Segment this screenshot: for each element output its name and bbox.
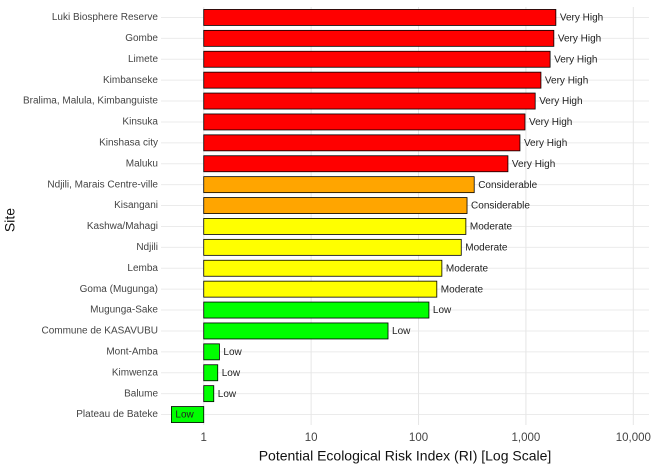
- y-tick-label: Ndjili: [136, 242, 158, 253]
- bar: [203, 301, 430, 319]
- bar: [203, 197, 468, 214]
- y-tick-label: Kinsuka: [122, 117, 158, 128]
- bar-label: Considerable: [471, 201, 530, 212]
- bar: [203, 364, 219, 382]
- bar-label: Moderate: [441, 284, 484, 295]
- y-tick-label: Kisangani: [114, 200, 158, 211]
- bar: [203, 50, 551, 68]
- y-tick-label: Balume: [124, 388, 158, 399]
- bar-label: Low: [175, 410, 194, 421]
- bar: [203, 385, 215, 403]
- y-tick-label: Gombe: [125, 33, 158, 44]
- bar-label: Very High: [524, 138, 567, 149]
- bar: [203, 29, 555, 47]
- bar: [203, 238, 462, 256]
- bar: [203, 71, 542, 89]
- bar-label: Moderate: [446, 263, 489, 274]
- y-tick-label: Bralima, Malula, Kimbanguiste: [23, 96, 158, 107]
- bar-label: Very High: [560, 13, 603, 24]
- x-tick-label: 100: [409, 432, 428, 444]
- bar: [203, 113, 526, 131]
- bar: [203, 343, 220, 361]
- bar-label: Low: [222, 368, 241, 379]
- bar: [203, 322, 389, 340]
- x-tick-label: 1,000: [512, 432, 541, 444]
- bar: [171, 406, 205, 423]
- bar-label: Considerable: [478, 180, 537, 191]
- bar: [203, 280, 438, 298]
- bar: [203, 259, 443, 277]
- bar-label: Moderate: [470, 222, 513, 233]
- x-tick-label: 1: [201, 432, 207, 444]
- y-tick-label: Goma (Mugunga): [80, 284, 158, 295]
- bar-label: Low: [223, 347, 242, 358]
- bar-label: Very High: [545, 75, 588, 86]
- bar: [203, 218, 467, 235]
- y-tick-label: Lemba: [127, 263, 158, 274]
- y-tick-label: Ndjili, Marais Centre-ville: [47, 179, 158, 190]
- x-tick-label: 10: [305, 432, 318, 444]
- bar-label: Very High: [539, 96, 582, 107]
- y-tick-label: Kimwenza: [112, 367, 159, 378]
- bar: [203, 134, 521, 152]
- bar: [203, 9, 557, 26]
- y-tick-label: Limete: [128, 54, 158, 65]
- y-tick-label: Kinshasa city: [99, 137, 158, 148]
- y-tick-label: Kashwa/Mahagi: [87, 221, 158, 232]
- y-tick-label: Plateau de Bateke: [76, 409, 158, 420]
- y-tick-label: Luki Biosphere Reserve: [52, 12, 159, 23]
- x-tick-label: 10,000: [616, 432, 651, 444]
- x-axis-label: Potential Ecological Risk Index (RI) [Lo…: [259, 448, 552, 464]
- bar: [203, 155, 509, 173]
- bar-label: Very High: [512, 159, 555, 170]
- bar-label: Very High: [558, 33, 601, 44]
- bar-label: Very High: [529, 117, 572, 128]
- bar-label: Very High: [554, 54, 597, 65]
- y-tick-label: Maluku: [126, 158, 158, 169]
- bar-label: Moderate: [465, 242, 508, 253]
- bar: [203, 92, 536, 110]
- y-tick-label: Kimbanseke: [103, 75, 158, 86]
- bar: [203, 176, 475, 194]
- bar-label: Low: [433, 305, 452, 316]
- bar-label: Low: [218, 389, 237, 400]
- y-axis-label: Site: [2, 208, 18, 232]
- y-tick-label: Mont-Amba: [106, 346, 158, 357]
- y-tick-label: Mugunga-Sake: [90, 305, 158, 316]
- y-tick-label: Commune de KASAVUBU: [41, 326, 158, 337]
- bar-label: Low: [392, 326, 411, 337]
